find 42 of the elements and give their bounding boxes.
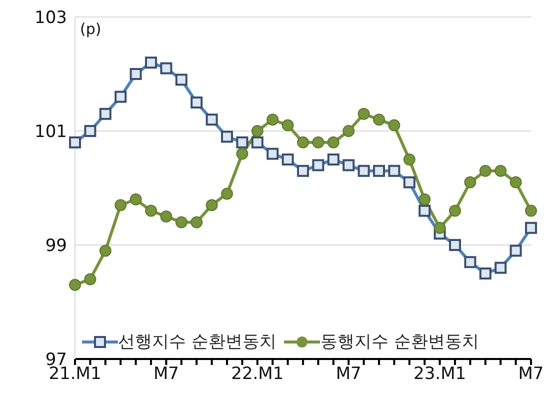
x-tick-label: M7: [518, 364, 544, 384]
point: [464, 176, 476, 188]
point: [297, 136, 309, 148]
point: [206, 199, 218, 212]
point: [114, 199, 127, 212]
y-tick-label: 99: [45, 236, 67, 256]
point: [130, 193, 142, 206]
point: [373, 114, 385, 126]
y-tick-label: 101: [34, 122, 67, 142]
point: [312, 136, 324, 148]
x-tick-label: 22.M1: [231, 364, 284, 384]
point: [282, 119, 294, 132]
point: [99, 244, 112, 257]
point: [525, 204, 537, 217]
point: [358, 108, 370, 120]
x-tick-label: M7: [336, 364, 362, 384]
legend-label: 동행지수 순환변동치: [320, 331, 479, 353]
point: [494, 164, 507, 177]
point: [479, 164, 492, 177]
legend-label: 선행지수 순환변동치: [118, 331, 276, 353]
point: [403, 154, 416, 166]
point: [175, 216, 188, 228]
x-tick-label: M7: [153, 364, 179, 384]
point: [251, 125, 264, 137]
point: [510, 176, 522, 188]
point: [449, 204, 461, 217]
point: [434, 222, 446, 234]
annotation: (p): [80, 20, 102, 38]
point: [418, 193, 431, 206]
point: [69, 278, 81, 291]
y-tick-label: 103: [34, 8, 67, 28]
point: [160, 210, 172, 222]
point: [327, 136, 340, 148]
point: [190, 216, 203, 228]
point: [221, 188, 233, 200]
point: [266, 114, 279, 126]
point: [236, 148, 248, 160]
x-tick-label: 23.M1: [414, 364, 466, 384]
point: [84, 273, 96, 286]
point: [145, 204, 157, 217]
point: [342, 125, 355, 137]
point: [388, 119, 400, 132]
